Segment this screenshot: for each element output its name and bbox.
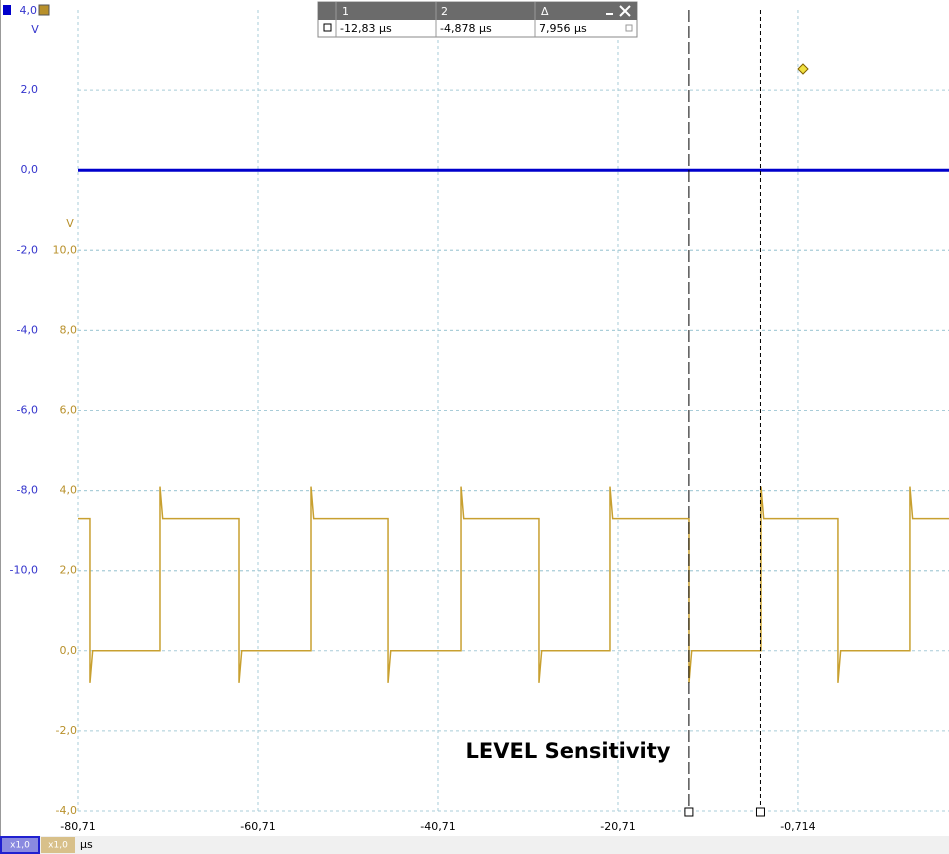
channel-b-swatch bbox=[38, 4, 50, 16]
bottom-bar bbox=[0, 836, 949, 854]
minimize-button[interactable] bbox=[606, 13, 613, 15]
x-tick-label: -60,71 bbox=[240, 820, 275, 833]
x-unit: µs bbox=[80, 838, 93, 851]
cursor-handle bbox=[755, 807, 765, 817]
lock-icon[interactable] bbox=[625, 24, 633, 32]
y2-tick-label: 4,0 bbox=[60, 484, 78, 497]
scale-button-a-label: x1,0 bbox=[10, 841, 30, 851]
y-unit: V bbox=[31, 23, 39, 36]
y-tick-label: 0,0 bbox=[21, 163, 39, 176]
top-value: 4,0 bbox=[20, 4, 38, 17]
y2-tick-label: -2,0 bbox=[56, 724, 77, 737]
y2-unit: V bbox=[66, 217, 74, 230]
y2-tick-label: 6,0 bbox=[60, 404, 78, 417]
header-2: 2 bbox=[441, 5, 448, 18]
y-tick-label: 2,0 bbox=[21, 83, 39, 96]
close-button[interactable] bbox=[619, 5, 631, 17]
y2-tick-label: 2,0 bbox=[60, 564, 78, 577]
y-tick-label: -10,0 bbox=[10, 564, 38, 577]
x-tick-label: -40,71 bbox=[420, 820, 455, 833]
y2-tick-label: 8,0 bbox=[60, 323, 78, 336]
x-tick-label: -20,71 bbox=[600, 820, 635, 833]
cursor-handle bbox=[684, 807, 694, 817]
table-header bbox=[318, 2, 637, 20]
y2-tick-label: 0,0 bbox=[60, 644, 78, 657]
channel-a-swatch bbox=[3, 5, 11, 15]
y-tick-label: -4,0 bbox=[17, 323, 38, 336]
cursor-1-value: -12,83 µs bbox=[340, 22, 392, 35]
annotation: LEVEL Sensitivity bbox=[466, 739, 671, 763]
trace bbox=[78, 486, 949, 683]
cursor-2-value: -4,878 µs bbox=[440, 22, 492, 35]
y-tick-label: -6,0 bbox=[17, 404, 38, 417]
y2-tick-label: 10,0 bbox=[53, 243, 78, 256]
plot: -80,71 -60,71 -40,71 -20,71 -0,714 2,0 0,0 -2,0… bbox=[10, 10, 949, 833]
scale-button-a[interactable] bbox=[0, 836, 40, 854]
header-1: 1 bbox=[342, 5, 349, 18]
y-tick-label: -2,0 bbox=[17, 243, 38, 256]
delta-value: 7,956 µs bbox=[539, 22, 587, 35]
scale-button-b[interactable] bbox=[41, 837, 75, 853]
x-tick-label: -80,71 bbox=[60, 820, 95, 833]
y-tick-label: -8,0 bbox=[17, 484, 38, 497]
scale-button-b-label: x1,0 bbox=[48, 841, 68, 851]
y2-tick-label: -4,0 bbox=[56, 804, 77, 817]
x-tick-label: -0,714 bbox=[780, 820, 815, 833]
header-delta: Δ bbox=[541, 5, 549, 18]
cursor-table: 1 2 Δ -12,83 µs -4,878 µs 7,956 µs bbox=[317, 1, 638, 38]
cursor-icon bbox=[323, 23, 332, 32]
trigger-marker bbox=[797, 63, 809, 75]
